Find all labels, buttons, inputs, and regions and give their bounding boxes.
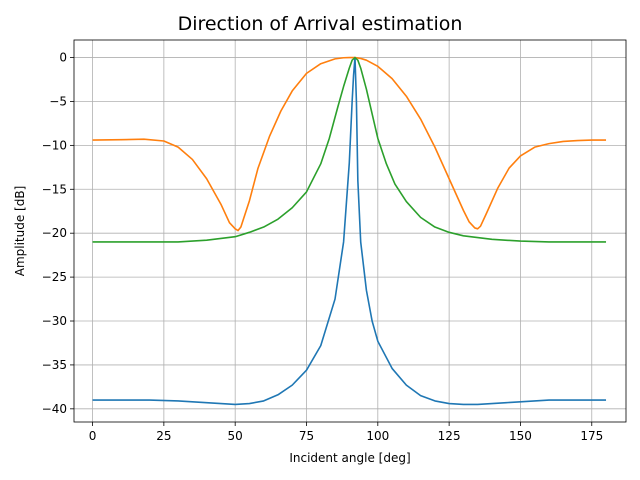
x-tick-label: 125 [438,429,461,443]
plot-frame [73,39,627,423]
series-line-2 [92,56,607,232]
axis-ticks: 0 25 50 75 100 125 150 175 0 −5 −10 −15 −20 −25 −30 −35… [42,51,604,443]
x-tick-label: 25 [156,429,171,443]
x-tick-label: 0 [89,429,97,443]
y-axis-label: Amplitude [dB] [13,186,27,277]
x-tick-label: 100 [366,429,389,443]
y-tick-label: −40 [42,402,67,416]
y-tick-label: −25 [42,270,67,284]
y-tick-label: −5 [49,94,67,108]
series-line-1 [92,56,607,406]
x-tick-label: 175 [580,429,603,443]
x-tick-label: 50 [228,429,243,443]
x-axis-label: Incident angle [deg] [289,451,410,465]
y-tick-label: −20 [42,226,67,240]
y-tick-label: −30 [42,314,67,328]
grid [74,40,626,422]
y-tick-label: −35 [42,358,67,372]
y-tick-label: 0 [59,51,67,65]
y-tick-label: −15 [42,182,67,196]
series-line-3 [92,56,607,243]
x-tick-label: 150 [509,429,532,443]
x-tick-label: 75 [299,429,314,443]
y-tick-label: −10 [42,138,67,152]
series-group [92,56,607,406]
chart-title: Direction of Arrival estimation [178,13,463,35]
